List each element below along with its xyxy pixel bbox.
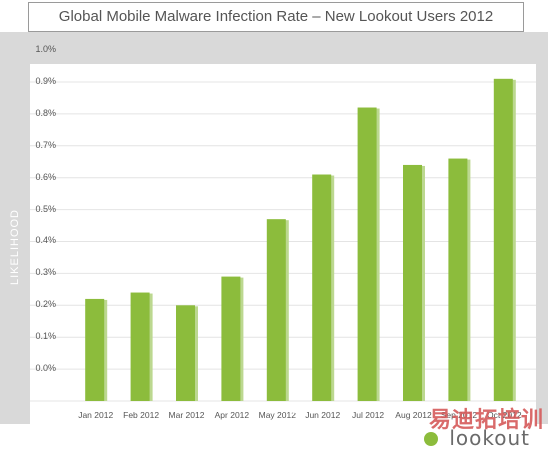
x-tick-label: Apr 2012 bbox=[215, 410, 250, 420]
y-tick-label: 0.3% bbox=[35, 267, 56, 278]
x-tick-label: Jun 2012 bbox=[305, 410, 340, 420]
bar bbox=[221, 276, 241, 401]
bar bbox=[176, 305, 195, 401]
y-axis-label: LIKELIHOOD bbox=[9, 209, 21, 285]
watermark-text: 易迪拓培训 bbox=[428, 408, 544, 433]
x-tick-label: May 2012 bbox=[259, 410, 297, 420]
x-tick-label: Mar 2012 bbox=[169, 410, 205, 420]
lookout-logo-icon bbox=[424, 432, 438, 446]
y-tick-label: 0.9% bbox=[35, 75, 56, 86]
y-tick-label: 0.2% bbox=[35, 299, 56, 310]
y-tick-label: 0.1% bbox=[35, 331, 56, 342]
bar bbox=[493, 78, 513, 401]
x-axis-label: DATE bbox=[265, 402, 301, 416]
y-tick-label: 0.7% bbox=[35, 139, 56, 150]
x-tick-label: Feb 2012 bbox=[123, 410, 159, 420]
y-tick-label: 1.0% bbox=[35, 44, 56, 54]
x-tick-labels: Jan 2012 Feb 2012 Mar 2012 Apr 2012 May 2012… bbox=[78, 410, 522, 420]
bar bbox=[85, 298, 105, 401]
x-tick-label: Aug 2012 bbox=[395, 410, 432, 420]
x-tick-label: Jan 2012 bbox=[78, 410, 113, 420]
x-tick-label: Sep 2012 bbox=[441, 410, 478, 420]
bar bbox=[357, 107, 377, 401]
y-tick-label: 0.4% bbox=[35, 235, 56, 246]
bar bbox=[266, 219, 286, 401]
y-tick-label: 0.0% bbox=[35, 363, 56, 373]
logo-text: lookout bbox=[449, 426, 530, 450]
bar bbox=[448, 158, 468, 401]
y-tick-label: 0.6% bbox=[35, 171, 56, 182]
bars bbox=[85, 78, 516, 401]
y-tick-label: 0.8% bbox=[35, 107, 56, 118]
chart-title: Global Mobile Malware Infection Rate – N… bbox=[28, 2, 524, 32]
plot-area: Jan 2012 Feb 2012 Mar 2012 Apr 2012 May 2012… bbox=[30, 64, 536, 434]
y-axis-label-area: LIKELIHOOD bbox=[9, 209, 21, 285]
x-tick-label: Jul 2012 bbox=[352, 410, 384, 420]
bar bbox=[312, 174, 332, 401]
lookout-logo: lookout bbox=[0, 424, 550, 452]
x-tick-label: Oct 2012 bbox=[487, 410, 522, 420]
chart-panel: Jan 2012 Feb 2012 Mar 2012 Apr 2012 May 2012… bbox=[0, 32, 548, 434]
bar bbox=[130, 292, 150, 401]
bar bbox=[403, 164, 422, 401]
y-tick-label: 0.5% bbox=[35, 203, 56, 214]
bar-chart: Jan 2012 Feb 2012 Mar 2012 Apr 2012 May 2012… bbox=[30, 78, 536, 420]
